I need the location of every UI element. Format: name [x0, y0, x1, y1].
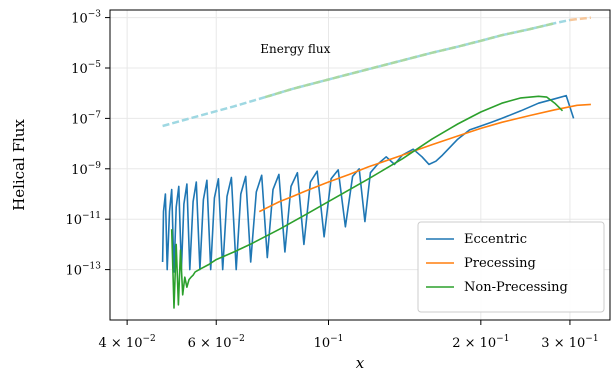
- y-tick-label-4: 10−11: [65, 211, 101, 228]
- plot-frame: [109, 9, 611, 321]
- y-axis-label: Helical Flux: [10, 119, 28, 211]
- y-tick-label-1: 10−5: [71, 60, 101, 77]
- legend-label-non-precessing: Non-Precessing: [464, 280, 568, 295]
- annotations: Energy flux: [260, 42, 330, 56]
- series-line-energy-flux-4: [569, 16, 592, 22]
- series-line-eccentric: [161, 94, 575, 273]
- legend-label-eccentric: Eccentric: [464, 232, 527, 247]
- x-axis-ticks: 4 × 10−2 6 × 10−2 10−1 2 × 10−1 3 × 10−1: [99, 320, 599, 351]
- x-tick-label-2: 10−1: [314, 334, 344, 351]
- y-axis-ticks: 10−3 10−5 10−7 10−9 10−11 10−13: [65, 10, 110, 279]
- series-line-energy-flux-3: [162, 18, 571, 128]
- legend-box: [417, 221, 605, 313]
- series-group: [161, 16, 592, 309]
- y-tick-label-3: 10−9: [71, 161, 101, 178]
- y-tick-label-0: 10−3: [71, 10, 101, 27]
- series-line-non-precessing: [170, 95, 564, 309]
- series-line-energy-flux-5: [264, 21, 556, 99]
- annotation-label-0: Energy flux: [260, 42, 330, 56]
- y-tick-label-5: 10−13: [65, 262, 101, 279]
- x-tick-label-1: 6 × 10−2: [188, 334, 245, 351]
- y-tick-label-2: 10−7: [71, 110, 101, 127]
- x-tick-label-0: 4 × 10−2: [99, 334, 156, 351]
- legend-label-precessing: Precessing: [464, 256, 536, 271]
- x-tick-label-3: 2 × 10−1: [452, 334, 509, 351]
- series-line-precessing: [258, 103, 591, 213]
- legend: Eccentric Precessing Non-Precessing: [417, 221, 605, 313]
- x-tick-label-4: 3 × 10−1: [541, 334, 598, 351]
- x-axis-label: x: [356, 354, 365, 372]
